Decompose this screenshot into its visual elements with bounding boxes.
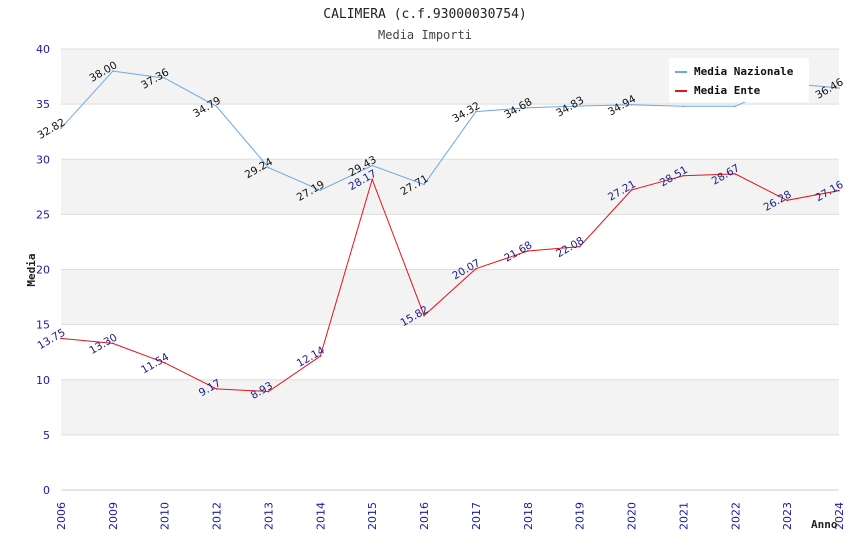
chart-title: CALIMERA (c.f.93000030754) bbox=[323, 7, 527, 22]
data-point bbox=[734, 173, 737, 175]
data-point bbox=[578, 245, 581, 248]
data-point bbox=[60, 127, 62, 129]
y-tick-label: 35 bbox=[36, 98, 50, 111]
y-axis-label: Media bbox=[25, 253, 38, 286]
legend-label-media-ente: Media Ente bbox=[694, 84, 761, 97]
data-point bbox=[267, 166, 270, 169]
data-point bbox=[630, 103, 633, 106]
data-point bbox=[163, 361, 166, 364]
data-point bbox=[475, 110, 477, 113]
x-tick-label: 2012 bbox=[211, 502, 224, 530]
data-point bbox=[112, 70, 114, 72]
data-point bbox=[786, 199, 788, 202]
data-point bbox=[682, 105, 685, 108]
data-point bbox=[838, 87, 840, 89]
data-point bbox=[267, 390, 270, 393]
background-band bbox=[61, 379, 839, 435]
background-band bbox=[61, 159, 839, 215]
legend-box bbox=[669, 58, 809, 102]
data-point bbox=[319, 189, 322, 192]
data-point bbox=[527, 250, 529, 252]
x-tick-label: 2017 bbox=[470, 502, 483, 530]
x-tick-label: 2021 bbox=[677, 502, 690, 530]
background-band bbox=[61, 214, 839, 270]
x-tick-label: 2022 bbox=[729, 502, 742, 530]
y-tick-label: 5 bbox=[43, 429, 50, 442]
background-band bbox=[61, 434, 839, 490]
data-point bbox=[319, 355, 322, 357]
data-point bbox=[527, 106, 529, 109]
data-point bbox=[215, 388, 218, 390]
data-point bbox=[682, 174, 685, 177]
x-tick-label: 2019 bbox=[574, 502, 587, 530]
y-tick-label: 0 bbox=[43, 484, 50, 497]
x-tick-label: 2014 bbox=[314, 502, 327, 530]
x-tick-label: 2015 bbox=[366, 502, 379, 530]
data-point bbox=[215, 105, 218, 108]
x-tick-label: 2018 bbox=[522, 502, 535, 530]
y-tick-label: 10 bbox=[36, 374, 50, 387]
data-point bbox=[371, 164, 374, 167]
data-point bbox=[423, 314, 425, 317]
data-point bbox=[60, 337, 62, 340]
chart-subtitle: Media Importi bbox=[378, 28, 472, 42]
x-axis-ticks: 2006 2009 2010 2012 2013 2014 2015 2016 2017 2018… bbox=[55, 502, 846, 530]
x-axis-label: Anno bbox=[811, 518, 838, 531]
x-tick-label: 2010 bbox=[159, 502, 172, 530]
data-point bbox=[163, 77, 166, 79]
x-tick-label: 2013 bbox=[262, 502, 275, 530]
data-point bbox=[630, 189, 633, 191]
data-point bbox=[475, 267, 477, 270]
data-point bbox=[838, 189, 840, 192]
x-tick-label: 2009 bbox=[107, 502, 120, 530]
y-tick-label: 30 bbox=[36, 153, 50, 166]
data-point bbox=[578, 105, 581, 107]
y-tick-label: 40 bbox=[36, 43, 50, 56]
plot-background bbox=[61, 49, 839, 490]
background-band bbox=[61, 269, 839, 325]
background-band bbox=[61, 104, 839, 160]
series-line-media-nazionale bbox=[60, 70, 840, 191]
x-tick-label: 2016 bbox=[418, 502, 431, 530]
data-point bbox=[734, 105, 737, 108]
x-tick-label: 2023 bbox=[781, 502, 794, 530]
x-tick-label: 2020 bbox=[626, 502, 639, 530]
gridlines bbox=[61, 48, 839, 491]
legend-label-media-nazionale: Media Nazionale bbox=[694, 65, 794, 78]
x-tick-label: 2006 bbox=[55, 502, 68, 530]
x-tick-label: 2024 bbox=[833, 502, 846, 530]
data-point bbox=[371, 178, 374, 181]
background-band bbox=[61, 324, 839, 380]
legend: Media Nazionale Media Ente bbox=[669, 58, 809, 102]
y-axis-ticks: 0 5 10 15 20 25 30 35 40 bbox=[36, 43, 50, 497]
data-point bbox=[423, 183, 425, 186]
y-tick-label: 25 bbox=[36, 208, 50, 221]
y-tick-label: 15 bbox=[36, 319, 50, 332]
data-point bbox=[112, 342, 114, 345]
series-line-media-ente bbox=[60, 173, 840, 393]
y-tick-label: 20 bbox=[36, 264, 50, 277]
